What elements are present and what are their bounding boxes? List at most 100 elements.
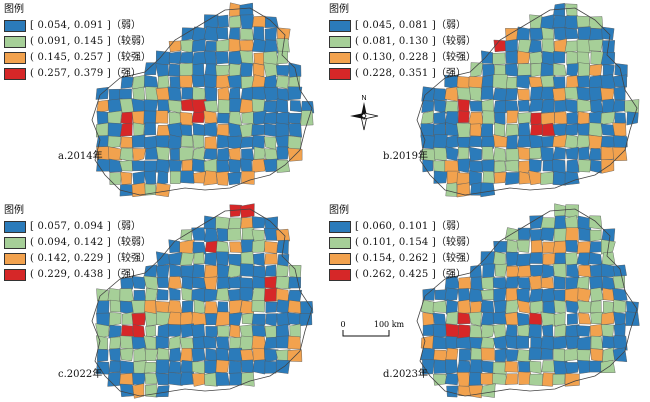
county-region xyxy=(287,86,303,101)
county-region xyxy=(215,216,230,230)
choropleth-map-2022 xyxy=(91,203,314,399)
county-region xyxy=(493,300,507,314)
county-region xyxy=(493,88,507,102)
county-region xyxy=(612,288,628,301)
county-region xyxy=(612,74,628,88)
panel-caption: d.2023年 xyxy=(383,369,429,380)
county-region xyxy=(156,288,169,301)
county-region xyxy=(528,170,543,186)
county-region xyxy=(276,239,289,255)
map-panel-2023: 图例 [ 0.060, 0.101 ] （弱） ( 0.101, 0.154 ] （… xyxy=(325,201,650,402)
county-region xyxy=(155,146,170,161)
county-region xyxy=(600,263,616,278)
county-region xyxy=(192,122,206,136)
county-region xyxy=(265,301,278,313)
county-region xyxy=(458,348,472,362)
county-region xyxy=(133,360,147,375)
county-region xyxy=(553,27,567,42)
county-region xyxy=(554,111,568,125)
county-region xyxy=(446,385,459,398)
county-region xyxy=(203,215,217,231)
scale-start-label: 0 xyxy=(340,320,345,329)
county-region xyxy=(517,50,531,65)
county-region xyxy=(192,373,205,387)
county-region xyxy=(540,146,555,162)
county-region xyxy=(541,38,555,54)
county-region xyxy=(505,123,520,137)
legend-item-strong: ( 0.145, 0.257 ] （较强） xyxy=(4,50,151,66)
county-region xyxy=(193,171,206,184)
county-region xyxy=(612,264,627,277)
county-region xyxy=(565,240,579,253)
county-region xyxy=(119,88,132,101)
north-label: N xyxy=(361,95,366,102)
county-region xyxy=(506,265,520,278)
county-region xyxy=(445,323,460,339)
legend-item-strongest: ( 0.257, 0.379 ] （强） xyxy=(4,66,151,82)
county-region xyxy=(541,324,554,337)
county-region xyxy=(192,134,205,149)
county-region xyxy=(191,323,206,339)
legend-swatch-strong xyxy=(4,52,26,64)
legend-title: 图例 xyxy=(4,4,24,15)
county-region xyxy=(516,312,530,327)
county-region xyxy=(263,86,279,102)
county-region xyxy=(143,110,159,125)
county-region xyxy=(181,276,194,291)
county-region xyxy=(107,288,122,303)
county-region xyxy=(505,50,518,64)
county-region xyxy=(228,360,242,375)
legend-item-strong: ( 0.130, 0.228 ] （较强） xyxy=(329,50,476,66)
county-region xyxy=(170,171,183,184)
county-region xyxy=(95,323,110,339)
county-region xyxy=(528,323,542,339)
county-region xyxy=(157,323,170,339)
panel-caption: b.2019年 xyxy=(383,151,429,162)
county-region xyxy=(565,204,579,218)
county-region xyxy=(108,324,122,339)
county-region xyxy=(422,159,434,173)
county-region xyxy=(541,27,555,40)
county-region xyxy=(492,52,506,65)
county-region xyxy=(227,171,242,186)
county-region xyxy=(156,347,170,361)
county-region xyxy=(494,112,506,125)
county-region xyxy=(468,146,482,162)
county-region xyxy=(96,348,109,362)
county-region xyxy=(215,359,230,374)
county-region xyxy=(169,148,181,161)
county-region xyxy=(155,182,171,198)
county-region xyxy=(157,75,170,89)
county-region xyxy=(276,312,291,326)
county-region xyxy=(216,39,231,52)
county-region xyxy=(264,360,277,374)
county-region xyxy=(300,301,314,315)
county-region xyxy=(480,289,496,301)
county-region xyxy=(626,111,639,126)
county-region xyxy=(422,288,436,301)
county-region xyxy=(625,300,639,314)
county-region xyxy=(432,300,448,313)
county-region xyxy=(155,63,169,77)
county-region xyxy=(432,336,448,350)
county-region xyxy=(205,348,218,362)
county-region xyxy=(275,335,291,349)
county-region xyxy=(251,38,267,53)
county-region xyxy=(564,373,580,387)
legend-swatch-weak xyxy=(4,221,26,233)
county-region xyxy=(204,264,219,279)
county-region xyxy=(577,26,591,41)
county-region xyxy=(109,336,122,350)
county-region xyxy=(505,172,520,186)
county-region xyxy=(564,347,579,362)
county-region xyxy=(589,241,603,253)
legend-swatch-strongest xyxy=(4,68,26,80)
county-region xyxy=(433,359,448,374)
county-region xyxy=(179,371,194,386)
county-region xyxy=(553,312,566,326)
county-region xyxy=(576,39,591,54)
legend-swatch-weak xyxy=(329,221,351,233)
county-region xyxy=(422,312,435,327)
county-region xyxy=(612,99,627,113)
county-region xyxy=(600,135,616,148)
